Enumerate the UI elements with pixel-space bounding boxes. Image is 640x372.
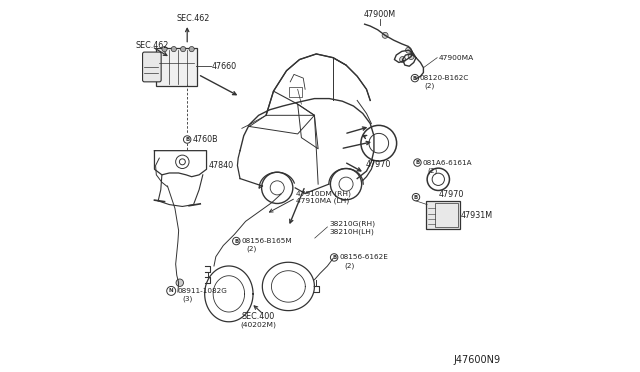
Text: (2): (2) — [344, 262, 355, 269]
Text: B: B — [413, 76, 417, 81]
Circle shape — [408, 54, 414, 60]
Circle shape — [382, 32, 388, 38]
Text: 47910MA (LH): 47910MA (LH) — [296, 198, 349, 204]
Text: 08911-1082G: 08911-1082G — [177, 288, 227, 294]
Text: SEC.462: SEC.462 — [177, 14, 210, 23]
Text: N: N — [169, 288, 173, 294]
FancyBboxPatch shape — [143, 52, 161, 82]
Text: 47660: 47660 — [212, 62, 237, 71]
Text: 081A6-6161A: 081A6-6161A — [422, 160, 472, 166]
Circle shape — [406, 47, 412, 53]
Text: (40202M): (40202M) — [241, 321, 276, 328]
FancyBboxPatch shape — [156, 48, 197, 86]
Text: B: B — [185, 137, 189, 142]
Text: 38210H(LH): 38210H(LH) — [330, 228, 374, 235]
Text: B: B — [234, 238, 239, 244]
Circle shape — [189, 46, 195, 52]
Text: 38210G(RH): 38210G(RH) — [330, 221, 376, 227]
Text: (2): (2) — [424, 82, 435, 89]
Circle shape — [162, 46, 167, 52]
Circle shape — [399, 57, 406, 62]
Text: B: B — [332, 255, 336, 260]
Text: 47900MA: 47900MA — [438, 55, 474, 61]
Text: SEC.400: SEC.400 — [242, 312, 275, 321]
Circle shape — [180, 46, 186, 52]
Text: 47910DM (RH): 47910DM (RH) — [296, 191, 351, 198]
Text: (2): (2) — [246, 246, 257, 253]
FancyBboxPatch shape — [426, 201, 460, 229]
Circle shape — [176, 279, 184, 286]
Text: 47840: 47840 — [209, 161, 234, 170]
Text: 08120-B162C: 08120-B162C — [420, 75, 469, 81]
Text: B: B — [414, 195, 418, 200]
Text: 47970: 47970 — [439, 190, 465, 199]
Text: 47931M: 47931M — [461, 211, 493, 219]
Text: 08156-6162E: 08156-6162E — [339, 254, 388, 260]
Text: (2): (2) — [427, 167, 437, 174]
Text: B: B — [415, 160, 420, 165]
Text: J47600N9: J47600N9 — [453, 355, 500, 365]
Text: (3): (3) — [182, 295, 193, 302]
Text: 47970: 47970 — [366, 160, 392, 169]
Text: 4760B: 4760B — [193, 135, 218, 144]
Text: 47900M: 47900M — [364, 10, 396, 19]
Circle shape — [172, 46, 177, 52]
Text: 08156-B165M: 08156-B165M — [241, 238, 292, 244]
Text: SEC.462: SEC.462 — [135, 41, 168, 50]
